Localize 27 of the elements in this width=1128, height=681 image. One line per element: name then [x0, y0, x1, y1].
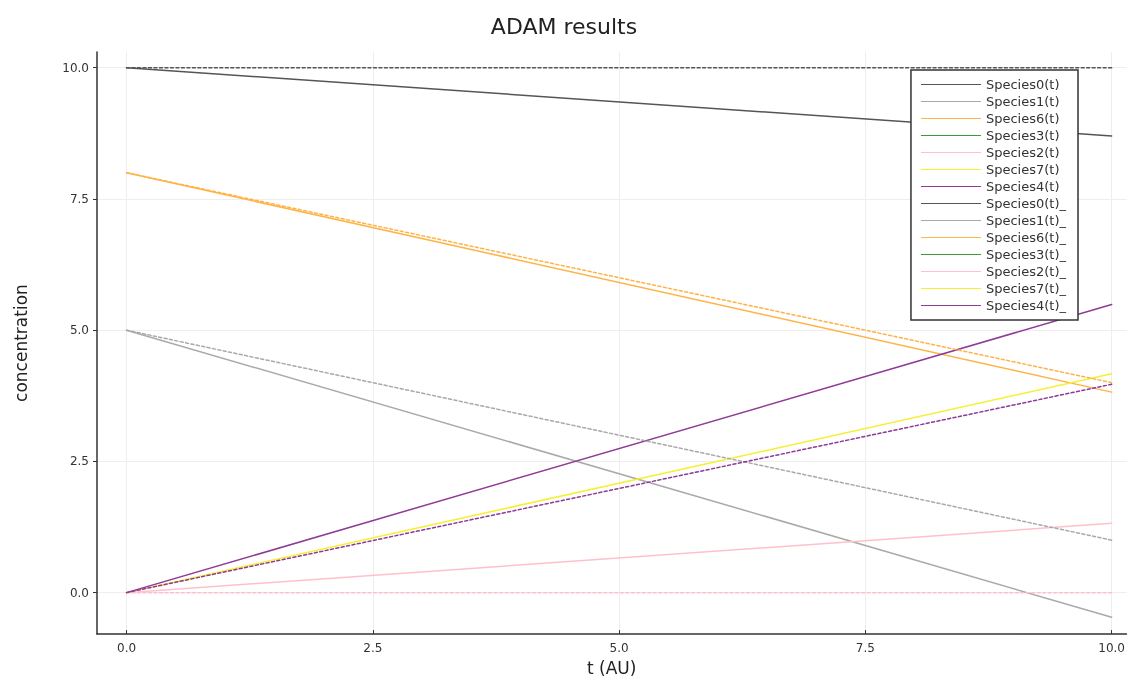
- legend-label: Species6(t)_: [985, 230, 1067, 245]
- x-tick-label: 0.0: [117, 641, 137, 656]
- x-tick-label: 2.5: [363, 641, 383, 656]
- y-tick-label: 2.5: [69, 454, 89, 469]
- x-tick-label: 7.5: [855, 641, 875, 656]
- y-tick-label: 0.0: [69, 585, 89, 600]
- legend-label: Species1(t): [985, 94, 1060, 109]
- legend-label: Species4(t): [985, 179, 1060, 194]
- legend-label: Species2(t): [985, 145, 1060, 160]
- chart-title: ADAM results: [490, 13, 638, 39]
- legend-label: Species1(t)_: [985, 213, 1067, 228]
- legend-label: Species7(t): [985, 162, 1060, 177]
- y-tick-label: 7.5: [69, 191, 89, 206]
- x-tick-label: 10.0: [1098, 641, 1125, 656]
- legend-label: Species3(t)_: [985, 247, 1067, 262]
- x-tick-label: 5.0: [609, 641, 629, 656]
- y-tick-label: 10.0: [62, 60, 89, 75]
- legend-label: Species6(t): [985, 111, 1060, 126]
- y-axis-title: concentration: [10, 284, 31, 402]
- legend-label: Species7(t)_: [985, 281, 1067, 296]
- legend-label: Species0(t): [985, 77, 1060, 92]
- legend-label: Species4(t)_: [985, 298, 1067, 313]
- y-tick-label: 5.0: [69, 323, 89, 338]
- legend-label: Species3(t): [985, 128, 1060, 143]
- legend-label: Species2(t)_: [985, 264, 1067, 279]
- x-axis-title: t (AU): [587, 657, 637, 678]
- legend-label: Species0(t)_: [985, 196, 1067, 211]
